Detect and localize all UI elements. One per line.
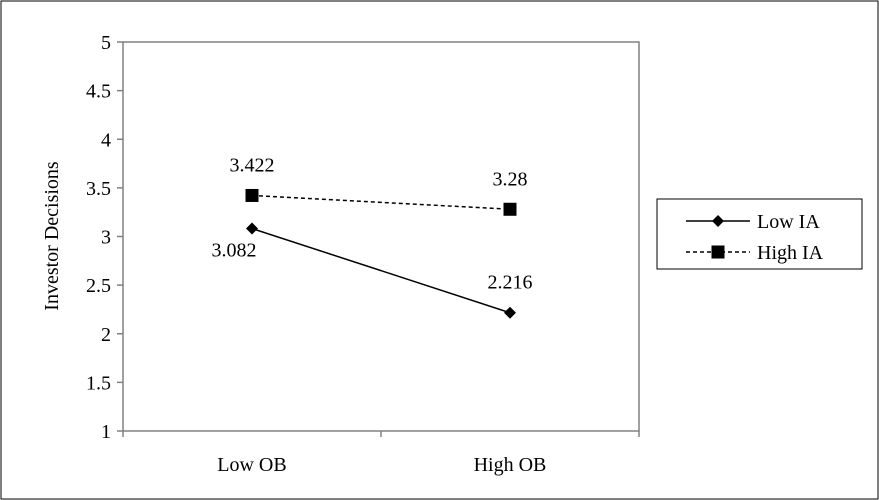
legend-marker — [712, 215, 724, 227]
legend-label: High IA — [757, 242, 824, 264]
data-label: 2.216 — [488, 272, 533, 294]
data-point — [503, 202, 517, 216]
legend: Low IA High IA — [656, 198, 863, 270]
y-axis: 1 1.5 2 2.5 3 3.5 4 4.5 5 — [86, 32, 123, 443]
legend-item: Low IA — [686, 211, 820, 233]
x-tick-label: Low OB — [217, 454, 286, 476]
legend-marker — [711, 245, 725, 259]
y-tick-label: 4 — [101, 129, 111, 151]
series-high-ia — [245, 188, 517, 216]
y-axis-label: Investor Decisions — [41, 161, 63, 311]
data-point — [504, 306, 516, 319]
data-point — [245, 188, 259, 202]
legend-box — [656, 198, 863, 270]
plot-area — [122, 41, 640, 432]
series-layer — [245, 188, 517, 319]
data-label: 3.422 — [230, 154, 275, 176]
y-tick-label: 5 — [101, 32, 111, 54]
series-line — [251, 194, 511, 211]
x-tick-label: High OB — [474, 454, 547, 476]
legend-label: Low IA — [757, 211, 820, 233]
y-tick-label: 3 — [101, 227, 111, 249]
data-labels: 3.082 2.216 3.422 3.28 — [212, 154, 533, 293]
y-tick-label: 3.5 — [86, 178, 111, 200]
y-tick-label: 1.5 — [86, 372, 111, 394]
y-tick-label: 2 — [101, 324, 111, 346]
series-low-ia — [246, 222, 516, 319]
data-label: 3.28 — [493, 168, 528, 190]
legend-item: High IA — [686, 242, 824, 264]
y-tick-label: 2.5 — [86, 275, 111, 297]
series-line — [251, 227, 511, 314]
x-axis: Low OB High OB — [122, 431, 640, 476]
data-point — [246, 222, 258, 235]
data-label: 3.082 — [212, 240, 257, 262]
y-tick-label: 4.5 — [86, 81, 111, 103]
y-tick-label: 1 — [101, 421, 111, 443]
